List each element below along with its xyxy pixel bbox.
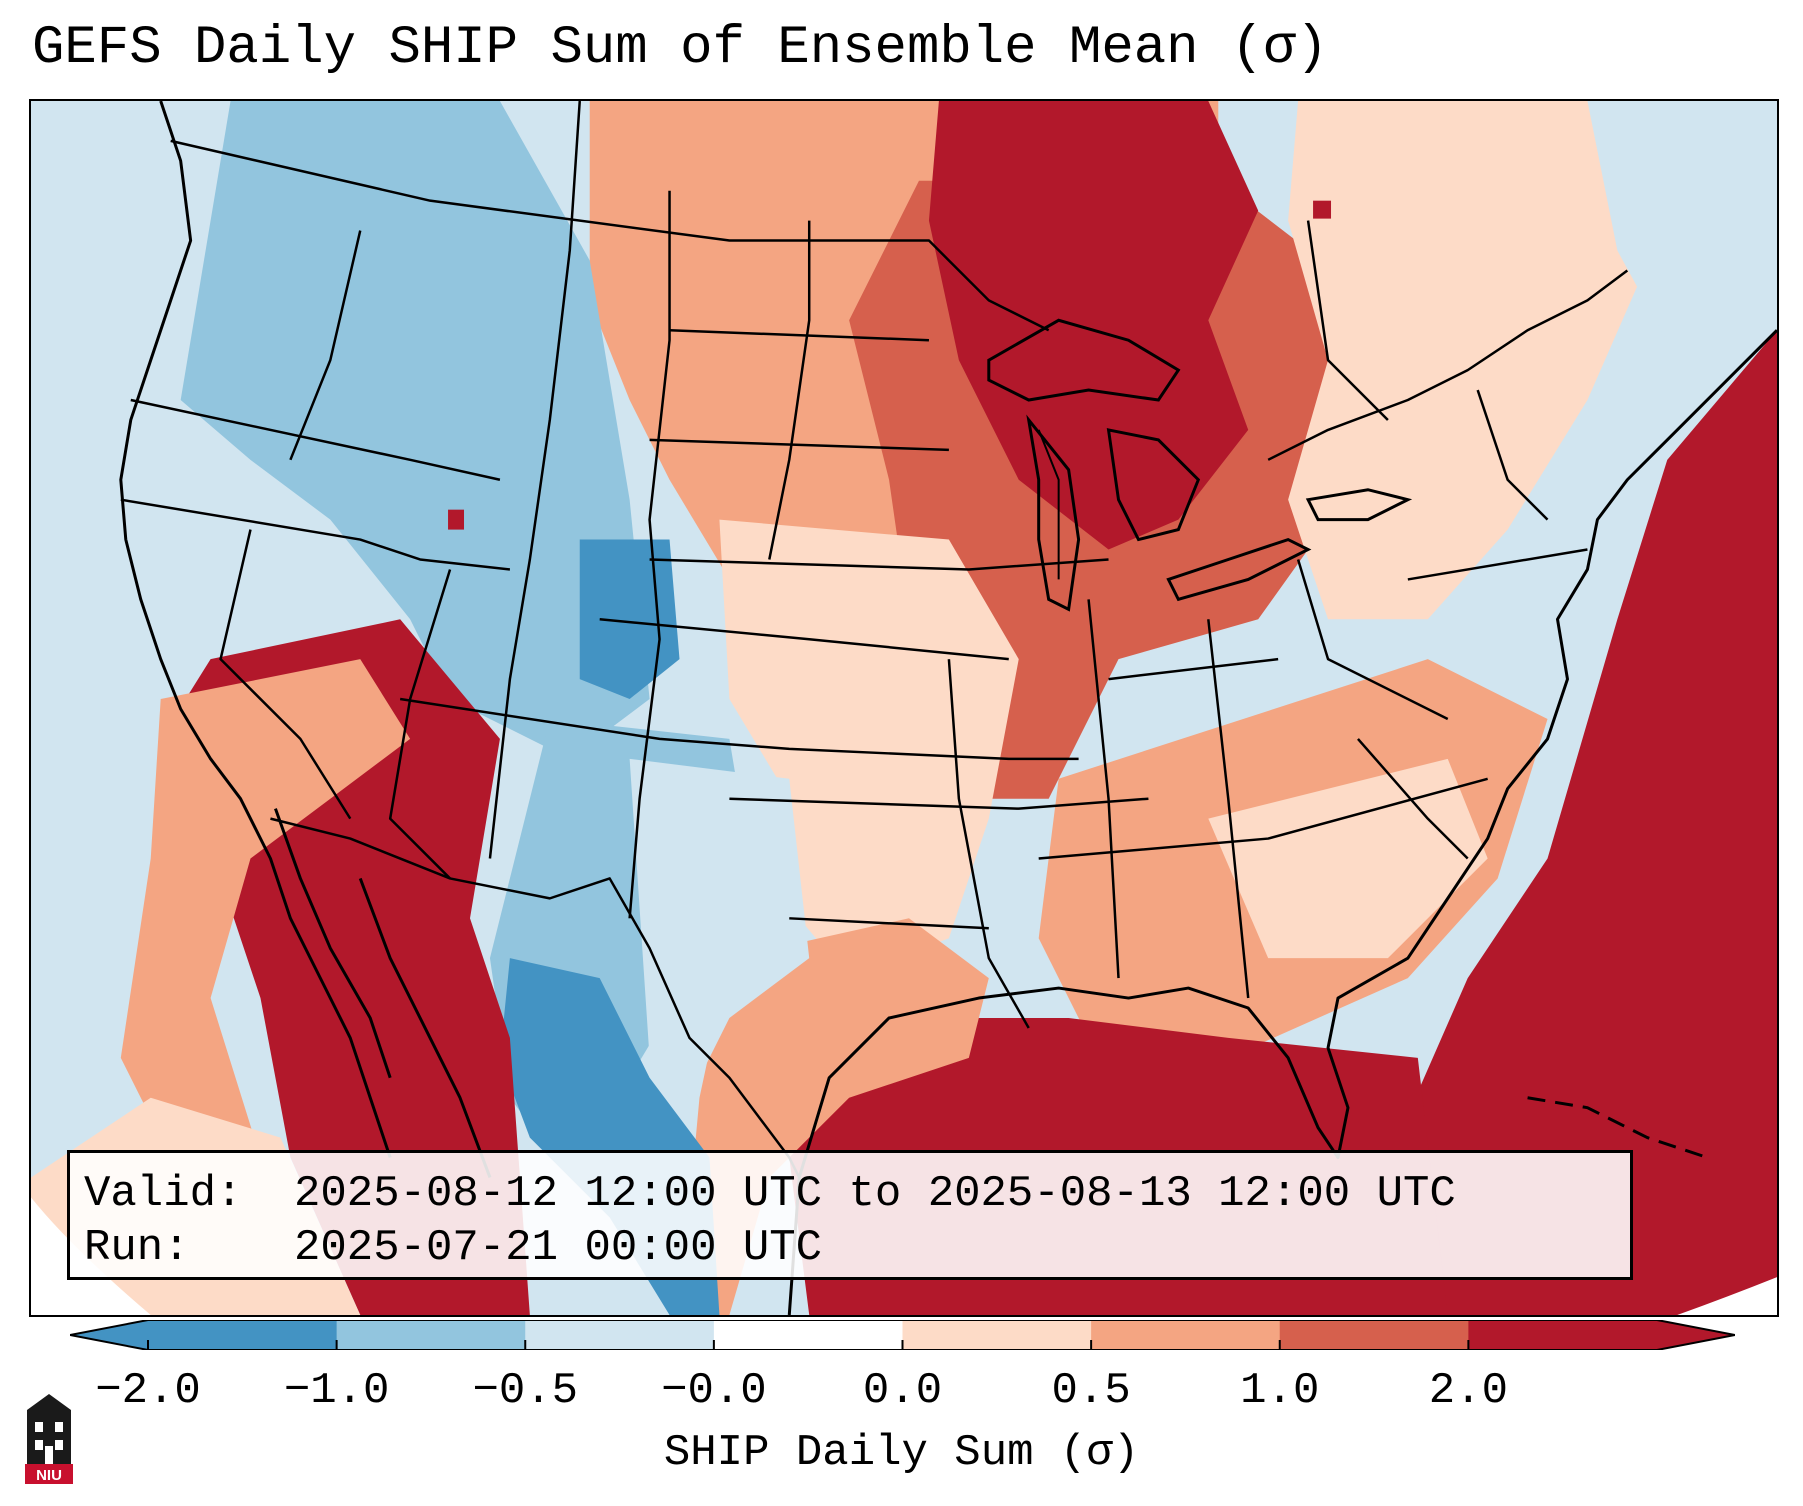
state-line-12 — [649, 438, 949, 452]
lake-superior — [987, 318, 1181, 402]
state-line-21 — [1407, 548, 1588, 581]
colorbar-tick-label: 1.0 — [1240, 1366, 1320, 1416]
region-positive-california — [120, 659, 411, 1178]
state-line-22 — [1476, 389, 1549, 521]
colorbar-tick-label: 0.5 — [1051, 1366, 1131, 1416]
state-line-2 — [120, 498, 511, 571]
state-line-8 — [768, 220, 811, 560]
colorbar-segment-2 — [525, 1320, 715, 1350]
region-weak-negative-texas — [629, 758, 810, 1098]
page-title: GEFS Daily SHIP Sum of Ensemble Mean (σ) — [32, 18, 1329, 79]
valid-label: Valid: — [84, 1169, 243, 1219]
region-cell-nevada — [448, 509, 465, 530]
colorbar-tick-label: −2.0 — [95, 1366, 201, 1416]
lake-michigan — [1026, 414, 1081, 612]
run-label: Run: — [84, 1223, 190, 1273]
colorbar-extend-high — [1657, 1320, 1735, 1350]
logo-window-4 — [55, 1440, 63, 1450]
great-lakes — [987, 318, 1413, 612]
logo-badge — [25, 1464, 73, 1484]
baja-peninsula — [274, 808, 392, 1079]
state-line-3 — [219, 529, 352, 820]
colorbar — [70, 1320, 1735, 1350]
logo-window-3 — [35, 1440, 43, 1450]
state-line-10 — [399, 697, 1079, 761]
state-line-17 — [1087, 599, 1120, 979]
colorbar-tick-label: −1.0 — [283, 1366, 390, 1416]
colorbar-segment-0 — [148, 1320, 338, 1350]
state-line-23 — [1306, 220, 1389, 421]
colorbar-segment-7 — [1468, 1320, 1658, 1350]
pacific-coastline — [119, 101, 392, 1158]
state-line-14 — [729, 797, 1149, 810]
state-line-4 — [388, 569, 452, 880]
colorbar-tick-label: −0.5 — [472, 1366, 579, 1416]
canada-us-border-east — [1267, 269, 1629, 461]
colorbar-label: SHIP Daily Sum (σ) — [663, 1428, 1140, 1478]
projection-edge-left — [31, 1197, 151, 1315]
logo-text: NIU — [36, 1467, 62, 1484]
projection-edge-right — [1677, 1277, 1777, 1315]
state-line-19 — [1296, 559, 1449, 721]
lake-huron — [1106, 428, 1201, 542]
region-weak-positive-plains — [719, 519, 1019, 979]
lake-michigan-fill — [1037, 429, 1060, 580]
logo-door — [45, 1446, 53, 1464]
colorbar-segment-4 — [902, 1320, 1092, 1350]
lake-ontario — [1305, 488, 1413, 522]
anomaly-map — [31, 101, 1777, 1315]
state-line-5 — [289, 230, 362, 461]
state-line-18 — [1207, 619, 1250, 999]
colorbar-extend-low — [70, 1320, 148, 1350]
colorbar-tick-label: 0.0 — [862, 1366, 943, 1416]
anomaly-regions — [31, 101, 1777, 1315]
colorbar-segment-1 — [336, 1320, 526, 1350]
gulf-coastline — [787, 329, 1777, 1315]
state-line-9 — [599, 618, 1009, 661]
mexico-mainland-coast — [358, 877, 492, 1178]
logo-window-2 — [55, 1422, 63, 1432]
state-line-7 — [628, 190, 671, 919]
state-line-11 — [669, 328, 929, 342]
region-very-strong-great-lakes — [928, 101, 1259, 550]
state-line-15 — [1038, 777, 1488, 860]
region-negative-northwest — [180, 101, 650, 759]
political-borders — [120, 101, 1629, 1179]
region-very-strong-atlantic — [1397, 330, 1777, 1315]
canada-us-border — [170, 139, 1050, 332]
region-weak-negative-maritimes — [1587, 101, 1777, 361]
region-weak-positive-northeast — [1288, 101, 1658, 620]
run-value: 2025-07-21 00:00 UTC — [294, 1223, 823, 1273]
state-line-13 — [649, 558, 1109, 571]
valid-value: 2025-08-12 12:00 UTC to 2025-08-13 12:00… — [294, 1169, 1456, 1219]
niu-logo: NIU — [25, 1394, 73, 1484]
region-cell-montana — [1313, 200, 1332, 219]
state-line-24 — [1108, 657, 1279, 681]
map-frame — [29, 99, 1779, 1317]
valid-run-info-box: Valid: 2025-08-12 12:00 UTC to 2025-08-13… — [67, 1150, 1633, 1280]
state-line-16 — [947, 659, 1030, 1029]
state-line-20 — [1357, 738, 1469, 860]
coastlines — [119, 101, 1777, 1315]
colorbar-segment-5 — [1091, 1320, 1281, 1350]
state-line-6 — [488, 101, 581, 859]
valid-line: Valid: 2025-08-12 12:00 UTC to 2025-08-13… — [84, 1167, 1630, 1221]
colorbar-segment-3 — [713, 1320, 903, 1350]
cuba-outline — [1527, 1096, 1708, 1159]
state-line-25 — [789, 917, 989, 930]
logo-window-1 — [35, 1422, 43, 1432]
logo-tower-roof — [27, 1394, 71, 1410]
colorbar-segment-6 — [1279, 1320, 1469, 1350]
colorbar-tick-label: 2.0 — [1428, 1366, 1508, 1416]
state-line-1 — [130, 398, 501, 481]
run-line: Run: 2025-07-21 00:00 UTC — [84, 1221, 1630, 1275]
lake-erie — [1166, 537, 1312, 602]
colorbar-tick-label: −0.0 — [661, 1366, 767, 1416]
